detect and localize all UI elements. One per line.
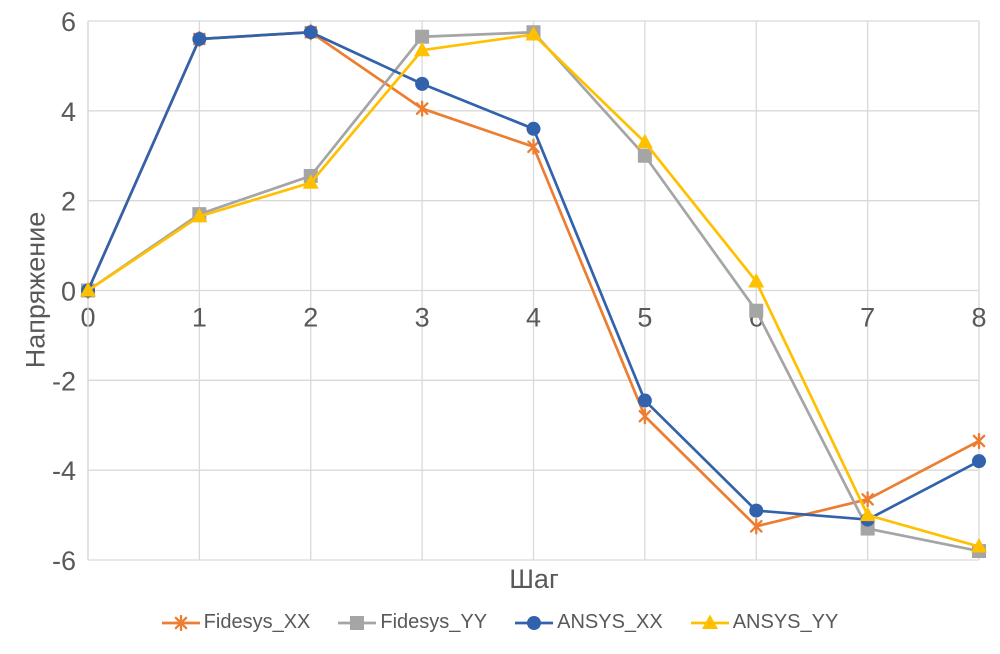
triangle-marker-icon (690, 614, 729, 629)
square-marker-icon (749, 303, 764, 318)
series-ansys-xx (81, 25, 986, 527)
x-tick-label: 2 (303, 303, 318, 333)
star-marker-icon (972, 432, 986, 450)
x-tick-label: 8 (971, 303, 986, 333)
legend-label: Fidesys_XX (203, 611, 311, 633)
y-tick-label: 0 (61, 277, 76, 307)
circle-marker-icon (303, 25, 318, 40)
triangle-marker-icon (302, 174, 319, 189)
x-tick-label: 1 (192, 303, 207, 333)
square-marker-icon (350, 615, 365, 630)
star-marker-icon (527, 138, 540, 155)
triangle-marker-icon (414, 41, 431, 57)
circle-marker-icon (526, 121, 541, 136)
legend-item-ansys-xx: ANSYS_XX (515, 611, 663, 634)
triangle-marker-icon (191, 207, 208, 223)
triangle-marker-icon (525, 25, 542, 41)
x-tick-label: 4 (526, 303, 541, 333)
square-marker-icon (415, 29, 430, 44)
y-tick-label: 4 (61, 97, 76, 127)
star-marker-icon (638, 408, 652, 425)
circle-marker-icon (749, 503, 764, 518)
legend-item-ansys-yy: ANSYS_YY (690, 611, 839, 634)
star-marker-icon (161, 614, 200, 631)
x-tick-label: 5 (637, 303, 652, 333)
circle-marker-icon (415, 76, 430, 91)
y-tick-label: -4 (52, 456, 76, 486)
legend-label: Fidesys_YY (380, 611, 488, 633)
square-marker-icon (338, 615, 377, 630)
triangle-marker-icon (636, 133, 653, 149)
legend-label: ANSYS_YY (732, 611, 839, 633)
x-tick-label: 7 (860, 303, 875, 333)
square-marker-icon (637, 148, 652, 163)
circle-marker-icon (515, 615, 554, 630)
triangle-marker-icon (701, 614, 718, 629)
circle-marker-icon (192, 31, 207, 46)
y-tick-label: 6 (61, 7, 76, 37)
y-axis-title: Напряжение (20, 211, 51, 369)
star-marker-icon (861, 491, 874, 508)
series-ansys-yy (80, 25, 987, 553)
x-tick-label: 3 (415, 303, 430, 333)
star-marker-icon (415, 100, 429, 117)
star-marker-icon (174, 614, 188, 631)
y-tick-label: -2 (52, 366, 76, 396)
triangle-marker-icon (971, 538, 987, 553)
legend: Fidesys_XX Fidesys_YY ANSYS_XX ANSYS_YY (0, 611, 1000, 634)
triangle-marker-icon (80, 282, 96, 297)
star-marker-icon (749, 518, 763, 535)
legend-item-fidesys-xx: Fidesys_XX (161, 611, 311, 634)
circle-marker-icon (527, 615, 542, 630)
triangle-marker-icon (748, 273, 765, 288)
circle-marker-icon (972, 454, 986, 469)
legend-label: ANSYS_XX (557, 611, 663, 633)
x-axis-title: Шаг (509, 564, 559, 594)
y-tick-label: 2 (61, 187, 76, 217)
legend-item-fidesys-yy: Fidesys_YY (338, 611, 487, 634)
circle-marker-icon (637, 393, 652, 408)
triangle-marker-icon (859, 506, 876, 522)
y-tick-label: -6 (52, 546, 76, 576)
